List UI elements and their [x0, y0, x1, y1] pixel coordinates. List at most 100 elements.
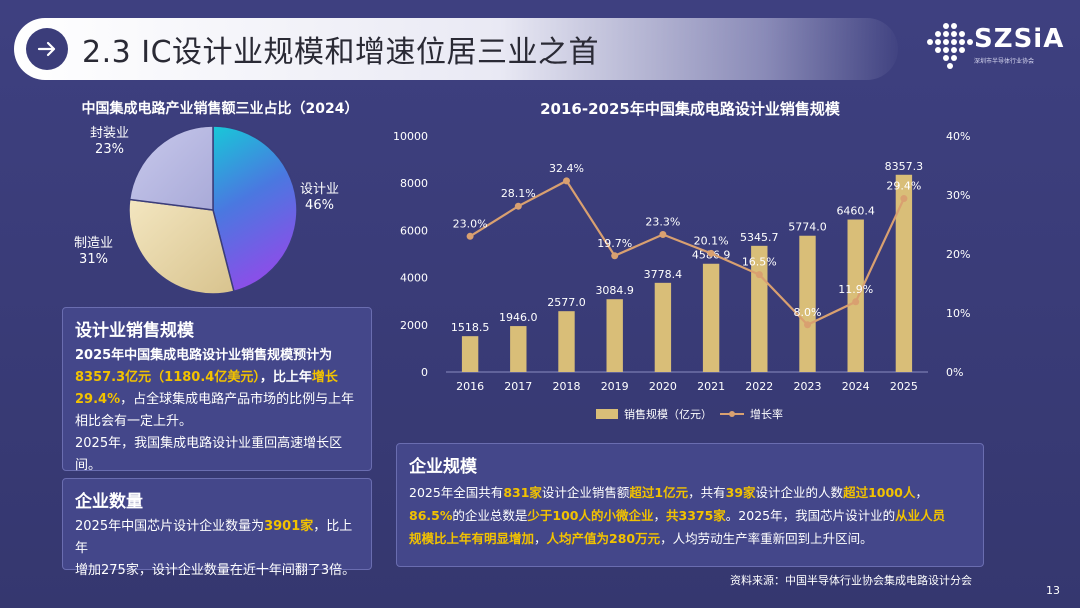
y-left-tick-label: 10000: [393, 130, 428, 143]
logo-dot: [951, 23, 957, 29]
growth-value-label: 19.7%: [597, 237, 632, 250]
x-tick-label: 2022: [745, 380, 773, 393]
y-left-tick-label: 4000: [400, 272, 428, 285]
y-right-tick-label: 30%: [946, 189, 970, 202]
bar: [558, 311, 575, 372]
logo-dot: [935, 31, 941, 37]
pie-slice-design: [212, 125, 298, 293]
legend-label-line: 增长率: [750, 407, 783, 421]
y-left-tick-label: 6000: [400, 224, 428, 237]
bar-value-label: 1518.5: [451, 321, 490, 334]
card-body: 2025年全国共有831家设计企业销售额超过1亿元，共有39家设计企业的人数超过…: [409, 481, 971, 550]
pie-title: 中国集成电路产业销售额三业占比（2024）: [81, 101, 359, 117]
y-left-tick-label: 2000: [400, 319, 428, 332]
logo-dot: [959, 39, 965, 45]
bar: [606, 299, 623, 372]
x-tick-label: 2019: [601, 380, 629, 393]
legend-swatch-bar: [596, 409, 618, 419]
design-scale-card: 设计业销售规模 2025年中国集成电路设计业销售规模预计为 8357.3亿元（1…: [62, 307, 372, 473]
bar: [847, 219, 864, 372]
logo-dot: [959, 47, 965, 53]
bar-value-label: 2577.0: [547, 296, 586, 309]
text-line: 86.5%的企业总数是少于100人的小微企业，共3375家。2025年，我国芯片…: [409, 508, 946, 523]
logo-dot: [943, 23, 949, 29]
logo-dot: [943, 47, 949, 53]
page-title: 2.3 IC设计业规模和增速位居三业之首: [82, 35, 600, 70]
logo-dot: [943, 39, 949, 45]
y-left-tick-label: 8000: [400, 177, 428, 190]
text-line: 29.4%，占全球集成电路产品市场的比例与上年: [75, 392, 355, 407]
growth-value-label: 29.4%: [886, 180, 921, 193]
logo-dot: [943, 31, 949, 37]
card-body: 2025年中国芯片设计企业数量为3901家，比上年 增加275家，设计企业数量在…: [75, 516, 359, 582]
text-line: 2025年中国集成电路设计业销售规模预计为: [75, 348, 333, 363]
x-tick-label: 2024: [842, 380, 870, 393]
growth-value-label: 23.0%: [453, 217, 488, 230]
bar: [799, 235, 816, 372]
growth-value-label: 23.3%: [645, 216, 680, 229]
pie-slice-packaging: [128, 125, 214, 211]
logo-dot: [951, 39, 957, 45]
source-note: 资料来源：中国半导体行业协会集成电路设计分会: [730, 574, 972, 587]
logo-subtitle: 深圳市半导体行业协会: [974, 58, 1035, 65]
logo-dot: [951, 47, 957, 53]
growth-point: [755, 271, 763, 279]
growth-value-label: 16.5%: [742, 256, 777, 269]
bar-value-label: 8357.3: [885, 160, 924, 173]
text-line: 相比会有一定上升。: [75, 414, 193, 429]
bar-value-label: 5774.0: [788, 221, 827, 234]
y-right-tick-label: 0%: [946, 366, 963, 379]
logo-dot: [943, 55, 949, 61]
text-line: 2025年中国芯片设计企业数量为3901家，比上年: [75, 519, 353, 556]
card-title: 企业规模: [409, 457, 477, 477]
growth-point: [707, 249, 715, 257]
x-tick-label: 2018: [553, 380, 581, 393]
text-line: 2025年，我国集成电路设计业重回高速增长区间。: [75, 436, 343, 473]
y-right-tick-label: 20%: [946, 248, 970, 261]
legend-swatch-dot: [729, 411, 735, 417]
card-title: 设计业销售规模: [75, 321, 194, 341]
logo-text: SZSiA: [974, 24, 1065, 54]
chart-title: 2016-2025年中国集成电路设计业销售规模: [540, 100, 840, 118]
bar: [895, 174, 913, 372]
growth-line: [469, 179, 905, 327]
text-line: 规模比上年有明显增加，人均产值为280万元，人均劳动生产率重新回到上升区间。: [409, 531, 873, 546]
x-tick-label: 2020: [649, 380, 677, 393]
growth-value-label: 20.1%: [694, 234, 729, 247]
text-line: 增加275家，设计企业数量在近十年间翻了3倍。: [75, 563, 356, 578]
text-line: 2025年全国共有831家设计企业销售额超过1亿元，共有39家设计企业的人数超过…: [409, 485, 928, 500]
logo-dot: [935, 39, 941, 45]
bar: [510, 326, 527, 372]
x-tick-label: 2023: [794, 380, 822, 393]
pie-slice-manufacturing: [128, 198, 235, 295]
pie-label-design: 设计业 46%: [300, 182, 340, 213]
pie-svg: [128, 125, 298, 295]
bar-value-label: 3778.4: [644, 268, 683, 281]
growth-value-label: 32.4%: [549, 162, 584, 175]
y-right-tick-label: 10%: [946, 307, 970, 320]
y-right-tick-label: 40%: [946, 130, 970, 143]
bar-line-chart: 0 2000 4000 6000 8000 10000 0% 10% 20% 30% 40% 1518…: [393, 130, 970, 421]
growth-point: [659, 231, 667, 239]
growth-point: [804, 321, 811, 329]
card-title: 企业数量: [75, 492, 143, 512]
enterprise-count-card: 企业数量 2025年中国芯片设计企业数量为3901家，比上年 增加275家，设计…: [62, 478, 372, 578]
bar-value-label: 3084.9: [595, 284, 634, 297]
y-left-tick-label: 0: [421, 366, 428, 379]
logo-dot: [935, 47, 941, 53]
szsia-logo-icon: [927, 23, 973, 69]
growth-point: [900, 195, 908, 203]
title-bar: 2.3 IC设计业规模和增速位居三业之首: [14, 18, 898, 80]
logo-dot: [959, 31, 965, 37]
bar-value-label: 6460.4: [836, 205, 875, 218]
growth-point: [466, 232, 474, 240]
growth-point: [852, 298, 860, 306]
logo-dot: [951, 31, 957, 37]
logo-dot: [951, 55, 957, 61]
legend-label-bar: 销售规模（亿元）: [624, 407, 712, 421]
bar: [702, 263, 720, 372]
logo-dot: [967, 39, 973, 45]
pie-label-manufacturing: 制造业 31%: [74, 236, 114, 267]
x-tick-label: 2017: [504, 380, 532, 393]
card-body: 2025年中国集成电路设计业销售规模预计为 8357.3亿元（1180.4亿美元…: [75, 345, 359, 477]
